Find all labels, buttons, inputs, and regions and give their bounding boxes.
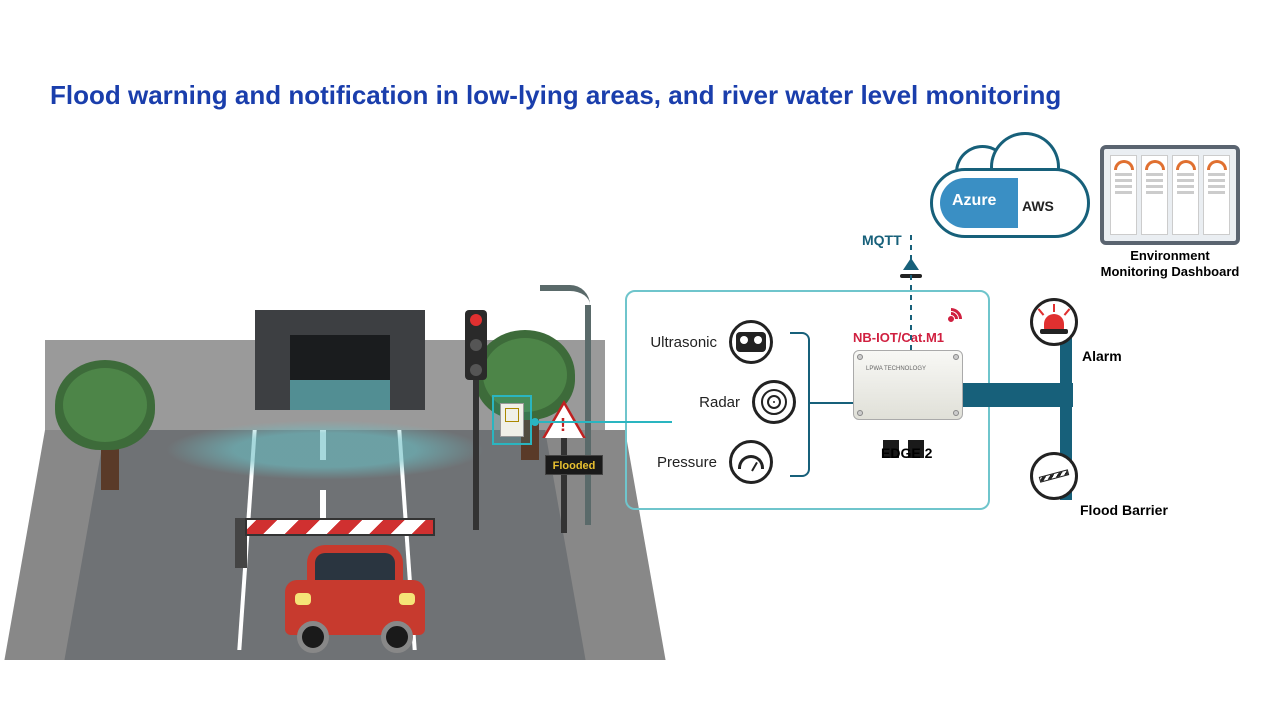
mqtt-link-line bbox=[910, 235, 912, 350]
pressure-icon bbox=[729, 440, 773, 484]
sensor-item: Pressure bbox=[647, 440, 773, 484]
dashboard-panel bbox=[1172, 155, 1199, 235]
dashboard-panel bbox=[1203, 155, 1230, 235]
connectivity-label: NB-IOT/Cat.M1 bbox=[853, 330, 944, 345]
tunnel bbox=[255, 310, 425, 430]
connector-dot bbox=[531, 418, 539, 426]
dashboard-label: Environment Monitoring Dashboard bbox=[1095, 248, 1245, 279]
tunnel-water bbox=[290, 380, 390, 410]
signal-icon bbox=[940, 308, 962, 330]
sensor-label: Ultrasonic bbox=[647, 334, 717, 351]
tree-icon bbox=[55, 360, 165, 490]
cloud-aws-label: AWS bbox=[1022, 198, 1054, 214]
dashboard-panel bbox=[1110, 155, 1137, 235]
traffic-light-pole bbox=[473, 370, 479, 530]
traffic-light-icon bbox=[465, 310, 487, 380]
dashboard-panel bbox=[1141, 155, 1168, 235]
sensor-item: Ultrasonic bbox=[647, 320, 773, 364]
edge-device: LPWA TECHNOLOGY EDGE 2 bbox=[853, 350, 963, 440]
ultrasonic-icon bbox=[729, 320, 773, 364]
road-barrier-icon bbox=[245, 518, 435, 536]
sensor-label: Pressure bbox=[647, 454, 717, 471]
flood-scene: Flooded bbox=[45, 300, 605, 660]
control-cabinet-icon bbox=[500, 403, 524, 437]
output-trunk-line bbox=[963, 383, 1073, 407]
device-label: EDGE 2 bbox=[881, 445, 932, 461]
sensor-label: Radar bbox=[670, 394, 740, 411]
device-body-text: LPWA TECHNOLOGY bbox=[866, 366, 926, 374]
cabinet-highlight bbox=[492, 395, 532, 445]
cloud-icon: Azure AWS bbox=[930, 150, 1090, 240]
car-icon bbox=[285, 545, 425, 645]
device-body: LPWA TECHNOLOGY bbox=[853, 350, 963, 420]
cloud-azure-label: Azure bbox=[940, 178, 1018, 228]
warning-sign-pole bbox=[561, 438, 567, 533]
alarm-icon bbox=[1030, 298, 1078, 346]
flood-barrier-icon bbox=[1030, 452, 1078, 500]
sensor-item: Radar bbox=[670, 380, 796, 424]
flood-barrier-label: Flood Barrier bbox=[1080, 502, 1168, 518]
mqtt-label: MQTT bbox=[862, 232, 902, 248]
sensor-bracket bbox=[790, 332, 810, 477]
dashboard-icon bbox=[1100, 145, 1240, 245]
connector-line bbox=[537, 421, 672, 423]
page-title: Flood warning and notification in low-ly… bbox=[50, 80, 1061, 111]
flood-water bbox=[165, 420, 485, 480]
alarm-label: Alarm bbox=[1082, 348, 1122, 364]
flooded-sign: Flooded bbox=[545, 455, 603, 475]
